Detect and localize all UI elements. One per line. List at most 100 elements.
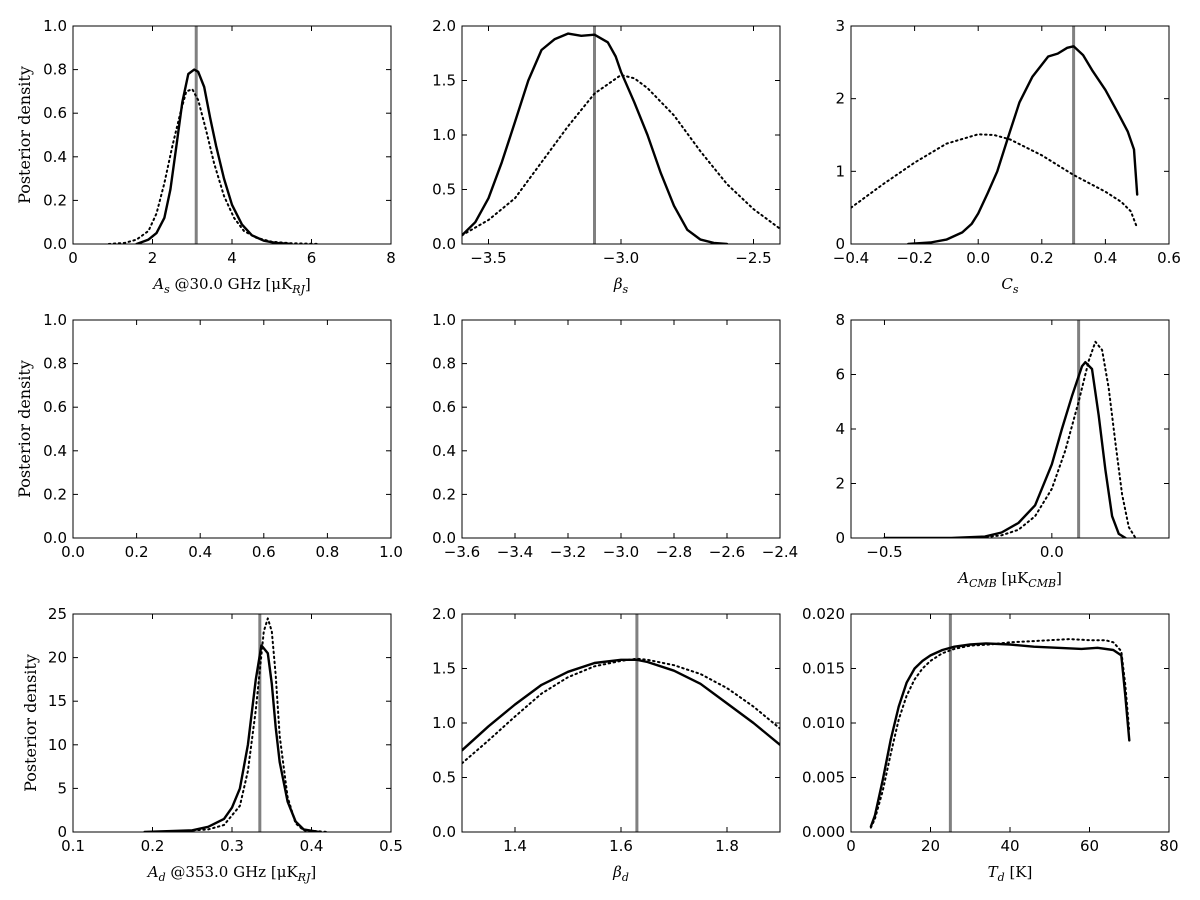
y-tick-label: 25 (48, 605, 67, 623)
x-tick-label: 1.6 (609, 837, 633, 855)
y-tick-label: 0.4 (43, 442, 67, 460)
x-tick-label: 0.5 (379, 837, 403, 855)
x-tick-label: 20 (921, 837, 940, 855)
x-tick-label: 0.0 (966, 249, 990, 267)
x-tick-label: 1.8 (715, 837, 739, 855)
y-tick-label: 8 (835, 311, 845, 329)
y-tick-label: 0.4 (43, 148, 67, 166)
x-tick-label: −0.2 (896, 249, 932, 267)
y-tick-label: 0.5 (432, 769, 456, 787)
y-tick-label: 3 (835, 17, 845, 35)
x-axis-label-symbol: A (151, 275, 164, 293)
x-axis-label: Ad @353.0 GHz [μKRJ] (146, 863, 316, 884)
x-axis-label-subscript: s (1013, 283, 1019, 296)
x-tick-label: −3.0 (603, 249, 639, 267)
y-axis-label: Posterior density (15, 66, 34, 204)
x-axis-label-subscript: d (159, 871, 166, 884)
x-tick-label: −0.4 (833, 249, 869, 267)
x-tick-label: −3.2 (550, 543, 586, 561)
x-tick-label: −2.6 (709, 543, 745, 561)
x-tick-label: 0.0 (61, 543, 85, 561)
x-axis-label: As @30.0 GHz [μKRJ] (151, 275, 311, 296)
x-axis-label-symbol: A (146, 863, 159, 881)
panel-Cs: −0.4 −0.2 0.0 0.2 0.4 0.6 0 1 2 3 Cs (833, 17, 1181, 296)
axes-frame (850, 319, 1170, 539)
y-tick-label: 10 (48, 736, 67, 754)
y-tick-label: 0.0 (43, 529, 67, 547)
x-axis-label: ACMB [μKCMB] (956, 569, 1062, 590)
x-axis-label-units: [μK (997, 569, 1029, 587)
x-tick-label: 0.6 (252, 543, 276, 561)
y-tick-label: 2.0 (432, 605, 456, 623)
panel-empty2: −3.6 −3.4 −3.2 −3.0 −2.8 −2.6 −2.4 0.0 0.2 0.4 0.6… (432, 311, 798, 561)
axes-frame (72, 25, 392, 245)
y-tick-label: 1.5 (432, 660, 456, 678)
y-tick-label: 0.0 (432, 235, 456, 253)
posterior-curve-dotted (950, 340, 1137, 538)
y-tick-label: 0.0 (432, 529, 456, 547)
y-axis-label: Posterior density (21, 654, 40, 792)
x-tick-label: 0.2 (1030, 249, 1054, 267)
x-tick-label: −2.8 (656, 543, 692, 561)
y-tick-label: 1.0 (432, 714, 456, 732)
panel-betad: 1.4 1.6 1.8 0.0 0.5 1.0 1.5 2.0 βd (432, 605, 781, 884)
y-tick-label: 0.2 (43, 485, 67, 503)
y-tick-label: 0.005 (802, 769, 845, 787)
x-axis-label-close: ] (310, 863, 316, 881)
posterior-curve-solid (462, 658, 780, 752)
y-tick-label: 0.4 (432, 442, 456, 460)
x-tick-label: 80 (1159, 837, 1178, 855)
x-axis-label-subscript: d (622, 871, 629, 884)
axes-frame (461, 25, 781, 245)
x-tick-label: 0 (68, 249, 78, 267)
x-axis-label-symbol: A (956, 569, 969, 587)
posterior-curve-solid (143, 644, 321, 832)
x-axis-label-subscript: d (998, 871, 1005, 884)
x-tick-label: −3.4 (497, 543, 533, 561)
x-axis-label-subscript: CMB (969, 577, 997, 590)
x-tick-label: 1.0 (379, 543, 403, 561)
x-tick-label: 0.1 (61, 837, 85, 855)
axes-frame (461, 613, 781, 833)
x-tick-label: 0.4 (1093, 249, 1117, 267)
x-tick-label: 6 (307, 249, 317, 267)
posterior-curve-dotted (167, 617, 329, 832)
x-tick-label: 4 (227, 249, 237, 267)
posterior-curve-dotted (851, 133, 1139, 229)
x-axis-label: Cs (1001, 275, 1018, 296)
posterior-curve-solid (135, 68, 293, 244)
y-tick-label: 1.0 (43, 311, 67, 329)
x-tick-label: 40 (1000, 837, 1019, 855)
x-tick-label: 1.4 (503, 837, 527, 855)
y-tick-label: 1.5 (432, 72, 456, 90)
x-tick-label: −3.6 (444, 543, 480, 561)
posterior-curve-dotted (869, 638, 1131, 829)
posterior-curve-dotted (107, 88, 321, 244)
y-tick-label: 0.6 (43, 398, 67, 416)
y-tick-label: 0.000 (802, 823, 845, 841)
x-tick-label: 0.6 (1157, 249, 1181, 267)
y-tick-label: 0.015 (802, 660, 845, 678)
x-tick-label: −0.5 (866, 543, 902, 561)
x-axis-label-close: ] (305, 275, 311, 293)
y-tick-label: 2 (835, 90, 845, 108)
panel-Td: 0 20 40 60 80 0.000 0.005 0.010 0.015 0.020 Td [K] (802, 605, 1179, 884)
x-tick-label: −2.5 (735, 249, 771, 267)
x-axis-label-symbol: C (1001, 275, 1013, 293)
panel-As: 0 2 4 6 8 0.0 0.2 0.4 0.6 0.8 1.0 As @30.0 GHz [μKR… (15, 17, 396, 296)
y-tick-label: 4 (835, 420, 845, 438)
posterior-curve-solid (462, 32, 729, 244)
y-tick-label: 1.0 (432, 311, 456, 329)
x-axis-label-units-subscript: RJ (291, 283, 305, 296)
y-tick-label: 2.0 (432, 17, 456, 35)
x-tick-label: 0.3 (220, 837, 244, 855)
x-axis-label-units-subscript: CMB (1028, 577, 1056, 590)
x-axis-label-subscript: s (623, 283, 629, 296)
x-tick-label: 0.2 (125, 543, 149, 561)
y-tick-label: 0.8 (43, 355, 67, 373)
x-tick-label: −3.0 (603, 543, 639, 561)
y-tick-label: 0.2 (43, 191, 67, 209)
x-axis-label: Td [K] (988, 863, 1033, 884)
x-axis-label-symbol: T (988, 863, 999, 881)
